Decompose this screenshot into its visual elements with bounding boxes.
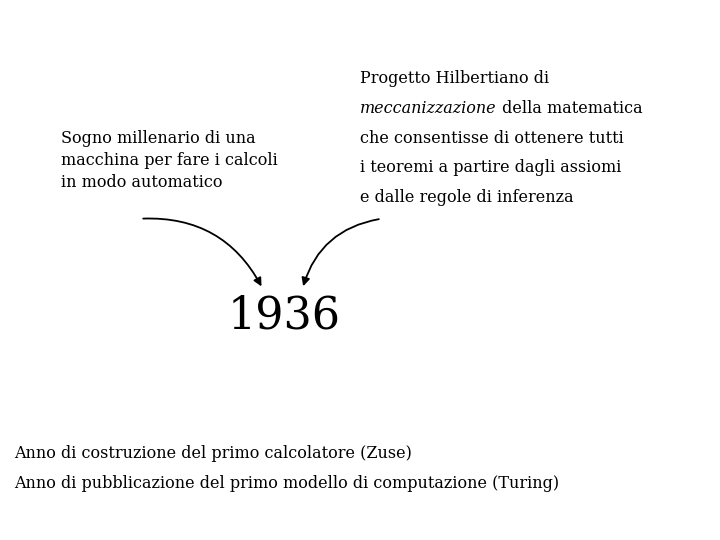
Text: Sogno millenario di una
macchina per fare i calcoli
in modo automatico: Sogno millenario di una macchina per far… <box>61 130 278 191</box>
Text: i teoremi a partire dagli assiomi: i teoremi a partire dagli assiomi <box>360 159 621 176</box>
Text: Progetto Hilbertiano di: Progetto Hilbertiano di <box>360 70 549 87</box>
Text: meccanizzazione: meccanizzazione <box>360 100 497 117</box>
Text: e dalle regole di inferenza: e dalle regole di inferenza <box>360 189 574 206</box>
Text: Anno di costruzione del primo calcolatore (Zuse): Anno di costruzione del primo calcolator… <box>14 446 413 462</box>
Text: che consentisse di ottenere tutti: che consentisse di ottenere tutti <box>360 130 624 146</box>
Text: della matematica: della matematica <box>497 100 642 117</box>
Text: 1936: 1936 <box>228 294 341 338</box>
Text: Anno di pubblicazione del primo modello di computazione (Turing): Anno di pubblicazione del primo modello … <box>14 475 559 492</box>
